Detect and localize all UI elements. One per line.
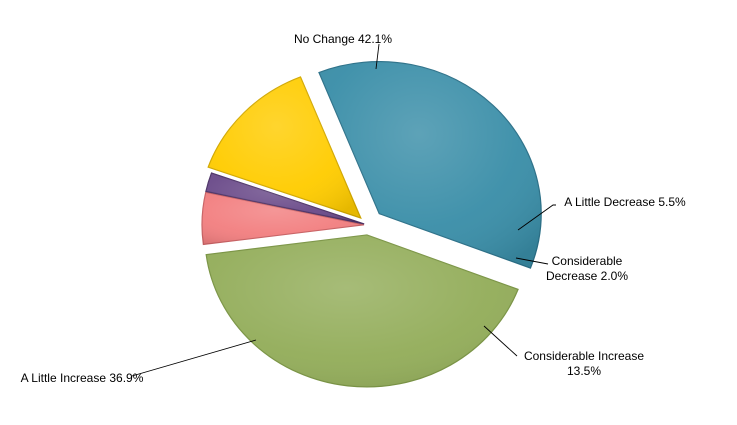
leader-line [517, 204, 556, 231]
leader-line [375, 43, 380, 70]
data-label-line: Considerable Increase [524, 349, 644, 363]
data-label-line: Considerable [552, 254, 623, 268]
slices-group [201, 61, 542, 388]
leader-lines-group [131, 43, 556, 377]
slice-shine [318, 61, 542, 269]
leader-line [131, 339, 257, 377]
slice-shine [208, 76, 361, 219]
data-label-considerable-decrease: Considerable Decrease 2.0% [546, 254, 628, 283]
data-label-line: A Little Decrease 5.5% [564, 195, 686, 209]
leader-line [483, 325, 518, 357]
data-label-line: No Change 42.1% [294, 32, 392, 46]
labels-group: No Change 42.1% A Little Decrease 5.5% Con… [21, 32, 686, 385]
slice-shine [202, 192, 365, 245]
data-label-line: 13.5% [567, 364, 601, 378]
slice-shine [206, 234, 519, 387]
data-label-line: A Little Increase 36.9% [21, 371, 144, 385]
data-label-no-change: No Change 42.1% [294, 32, 392, 46]
data-label-a-little-decrease: A Little Decrease 5.5% [564, 195, 686, 209]
slice-shine [205, 173, 365, 224]
data-label-a-little-increase: A Little Increase 36.9% [21, 371, 144, 385]
data-label-considerable-increase: Considerable Increase 13.5% [524, 349, 644, 378]
leader-line [515, 257, 549, 265]
data-label-line: Decrease 2.0% [546, 269, 628, 283]
